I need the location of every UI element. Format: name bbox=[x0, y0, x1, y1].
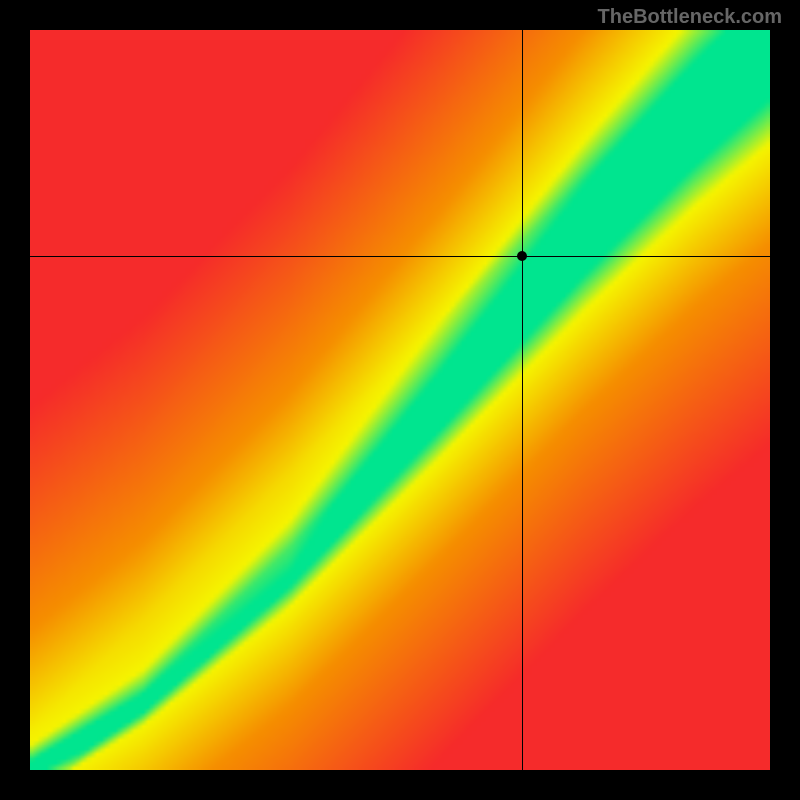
plot-area bbox=[30, 30, 770, 770]
heatmap-canvas bbox=[30, 30, 770, 770]
crosshair-horizontal bbox=[30, 256, 770, 257]
marker-dot bbox=[517, 251, 527, 261]
crosshair-vertical bbox=[522, 30, 523, 770]
watermark-text: TheBottleneck.com bbox=[598, 6, 782, 29]
